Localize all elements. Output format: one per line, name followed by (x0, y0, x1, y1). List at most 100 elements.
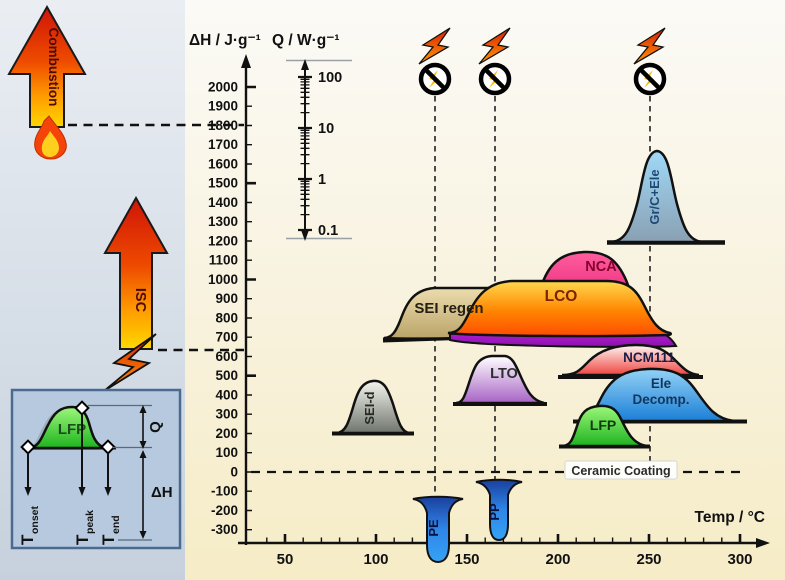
hazard-icon-ceramic (633, 27, 667, 96)
y-axis-major-ticks (246, 85, 256, 377)
svg-text:300: 300 (215, 407, 238, 422)
svg-text:1200: 1200 (208, 234, 238, 249)
svg-text:T: T (73, 534, 92, 545)
q-axis (286, 59, 352, 241)
y-axis-tick-labels: 2000 1900 1800 1700 1600 1500 1400 1300 … (208, 80, 238, 538)
q-axis-arrowhead-bottom (301, 230, 309, 241)
svg-text:end: end (110, 515, 122, 534)
svg-text:1100: 1100 (209, 253, 238, 268)
peak-label-nca: NCA (585, 259, 617, 275)
svg-text:-300: -300 (211, 522, 238, 537)
svg-text:10: 10 (318, 121, 334, 137)
svg-text:800: 800 (215, 311, 238, 326)
q-axis-arrowhead-top (301, 59, 309, 70)
inset-q-label: Q (147, 421, 164, 433)
peak-label-pp: PP (487, 503, 502, 521)
inset-box (10, 388, 182, 550)
peak-gr-c-ele (609, 149, 705, 244)
peak-pe (412, 495, 464, 564)
svg-text:200: 200 (545, 551, 570, 568)
lightning-icon (418, 27, 451, 65)
svg-text:-100: -100 (211, 484, 238, 499)
peak-label-pe: PE (426, 519, 441, 537)
ceramic-coating-box (564, 460, 678, 480)
lightning-icon (633, 27, 666, 65)
svg-text:0.1: 0.1 (318, 223, 338, 239)
svg-text:300: 300 (727, 551, 752, 568)
svg-text:200: 200 (215, 426, 238, 441)
hazard-icon-pe (418, 27, 452, 96)
svg-text:700: 700 (215, 330, 238, 345)
prohibition-slash (423, 67, 447, 91)
svg-text:250: 250 (636, 551, 661, 568)
q-axis-title: Q / W·g⁻¹ (272, 32, 340, 49)
peak-label-sei-d: SEI-d (362, 391, 377, 424)
inset-lfp-peak (29, 405, 106, 450)
q-span-arrowhead-top (139, 405, 147, 413)
peak-label-lto: LTO (490, 366, 518, 382)
inset-legend: LFP T onset T peak T end (10, 388, 182, 550)
onset-marker (20, 439, 36, 455)
t-peak-label: T peak (73, 510, 96, 545)
end-arrowhead (104, 487, 112, 496)
peak-label-gr-c-ele: Gr/C+Ele (647, 169, 662, 224)
y-axis-minor-ticks (246, 105, 252, 531)
x-axis-arrowhead (756, 538, 770, 548)
combustion-arrow-label: Combustion (46, 28, 61, 107)
peak-lto (455, 354, 545, 405)
peak-label-lfp: LFP (590, 417, 616, 433)
flame-icon (34, 115, 67, 160)
y-axis-arrowhead (241, 54, 251, 68)
x-axis-major-ticks (283, 534, 742, 543)
q-axis-decade-ticks (298, 75, 312, 232)
svg-text:1400: 1400 (208, 195, 238, 210)
svg-text:1: 1 (318, 172, 326, 188)
peak-label-ele-decomp-line1: Ele (651, 376, 672, 391)
svg-text:1700: 1700 (208, 137, 238, 152)
peak-label-sei-regen: SEI regen (414, 300, 483, 317)
svg-text:150: 150 (454, 551, 479, 568)
peak-label-ele-decomp-line2: Decomp. (632, 392, 689, 407)
peak-label-ceramic-coating: Ceramic Coating (571, 464, 670, 478)
svg-text:1300: 1300 (208, 214, 238, 229)
lightning-icon (478, 27, 511, 65)
prohibition-ring (418, 62, 452, 96)
svg-text:0: 0 (230, 465, 238, 480)
peak-sei-d (335, 379, 411, 435)
svg-text:2000: 2000 (208, 80, 238, 95)
dh-span-arrowhead-bottom (139, 531, 147, 539)
prohibition-ring (633, 62, 667, 96)
peak-label-ncm111: NCM111 (623, 350, 675, 365)
prohibition-ring (478, 62, 512, 96)
prohibition-slash (638, 67, 662, 91)
y-axis-title: ΔH / J·g⁻¹ (189, 32, 261, 49)
hazard-icon-pp (478, 27, 512, 96)
marker-drop-arrows (27, 414, 109, 488)
svg-text:50: 50 (277, 551, 294, 568)
q-axis-log-minor-ticks (300, 78, 310, 216)
svg-text:500: 500 (215, 368, 238, 383)
svg-text:1000: 1000 (208, 272, 238, 287)
inset-guide-lines (88, 404, 152, 541)
prohibition-slash (483, 67, 507, 91)
peak-lco (447, 279, 673, 338)
svg-text:onset: onset (29, 505, 41, 534)
y-axis (241, 54, 256, 545)
t-onset-label: T onset (18, 505, 41, 545)
svg-text:600: 600 (215, 349, 238, 364)
inset-dh-label: ΔH (151, 484, 173, 501)
svg-text:peak: peak (84, 510, 96, 534)
q-axis-tick-labels: 100 10 1 0.1 (318, 70, 342, 239)
peak-arrowhead (78, 487, 86, 496)
dh-span-arrowhead-top (139, 450, 147, 458)
inset-lfp-label: LFP (58, 421, 86, 438)
svg-text:100: 100 (363, 551, 388, 568)
peak-ncm111 (561, 343, 700, 377)
svg-text:T: T (99, 534, 118, 545)
svg-text:1800: 1800 (208, 118, 238, 133)
peak-label-lco: LCO (545, 288, 578, 305)
peak-marker (74, 400, 90, 416)
svg-text:-200: -200 (211, 503, 238, 518)
end-marker (100, 439, 116, 455)
